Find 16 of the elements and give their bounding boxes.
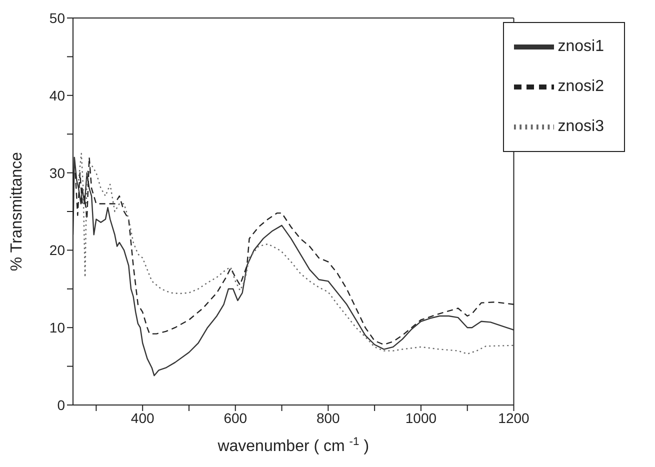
x-tick-label: 400 bbox=[130, 410, 154, 426]
legend-label: znosi1 bbox=[558, 38, 604, 56]
y-axis-title: % Transmittance bbox=[8, 152, 26, 272]
x-tick-label: 600 bbox=[224, 410, 248, 426]
y-tick-label: 10 bbox=[49, 320, 66, 336]
legend-label: znosi2 bbox=[558, 78, 604, 96]
y-tick-label: 20 bbox=[49, 242, 66, 258]
y-tick-label: 40 bbox=[49, 87, 66, 104]
y-tick-label: 50 bbox=[49, 10, 66, 26]
y-tick-label: 30 bbox=[49, 164, 66, 181]
y-tick-label: 0 bbox=[57, 396, 66, 413]
x-tick-label: 1200 bbox=[498, 410, 530, 426]
x-tick-label: 800 bbox=[316, 410, 340, 426]
x-tick-label: 1000 bbox=[405, 410, 437, 426]
x-axis-title: wavenumber ( cm $^{-1}$ ) bbox=[216, 436, 370, 455]
legend-label: znosi3 bbox=[558, 118, 604, 136]
